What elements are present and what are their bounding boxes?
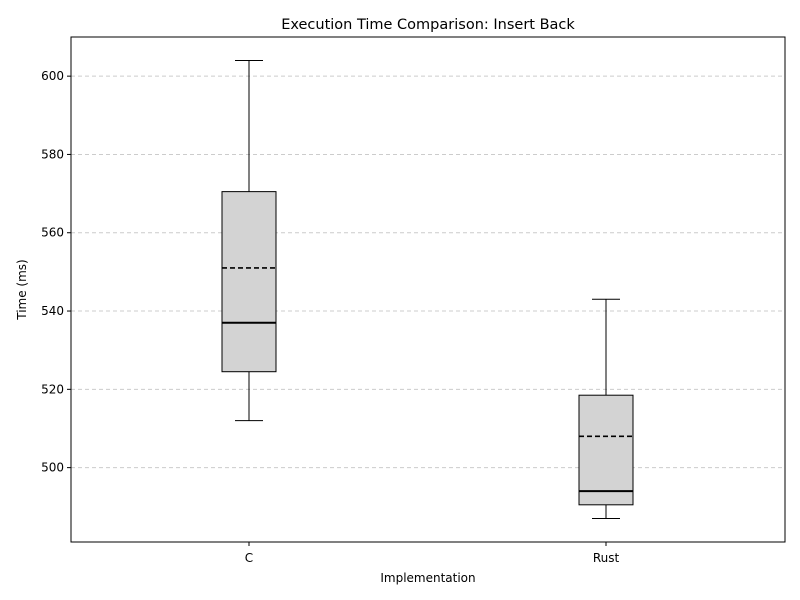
y-tick-label: 600	[41, 69, 64, 83]
y-tick-label: 520	[41, 382, 64, 396]
y-gridlines	[71, 75, 785, 469]
plot-frame	[70, 36, 786, 543]
y-tick-label: 560	[41, 226, 64, 240]
y-tick-label: 540	[41, 304, 64, 318]
box-rust	[578, 298, 634, 520]
y-axis-label: Time (ms)	[15, 259, 29, 321]
iqr-box	[221, 191, 277, 373]
boxes	[221, 59, 634, 520]
x-tick-label: Rust	[593, 551, 620, 565]
x-tick-label: C	[245, 551, 253, 565]
box-c	[221, 59, 277, 422]
y-axis-ticks: 500 520 540 560 580 600	[41, 69, 71, 475]
y-tick-label: 500	[41, 461, 64, 475]
chart-title: Execution Time Comparison: Insert Back	[281, 17, 575, 33]
x-axis-ticks: C Rust	[245, 542, 620, 565]
y-tick-label: 580	[41, 147, 64, 161]
iqr-box	[578, 394, 634, 506]
x-axis-label: Implementation	[380, 571, 475, 585]
